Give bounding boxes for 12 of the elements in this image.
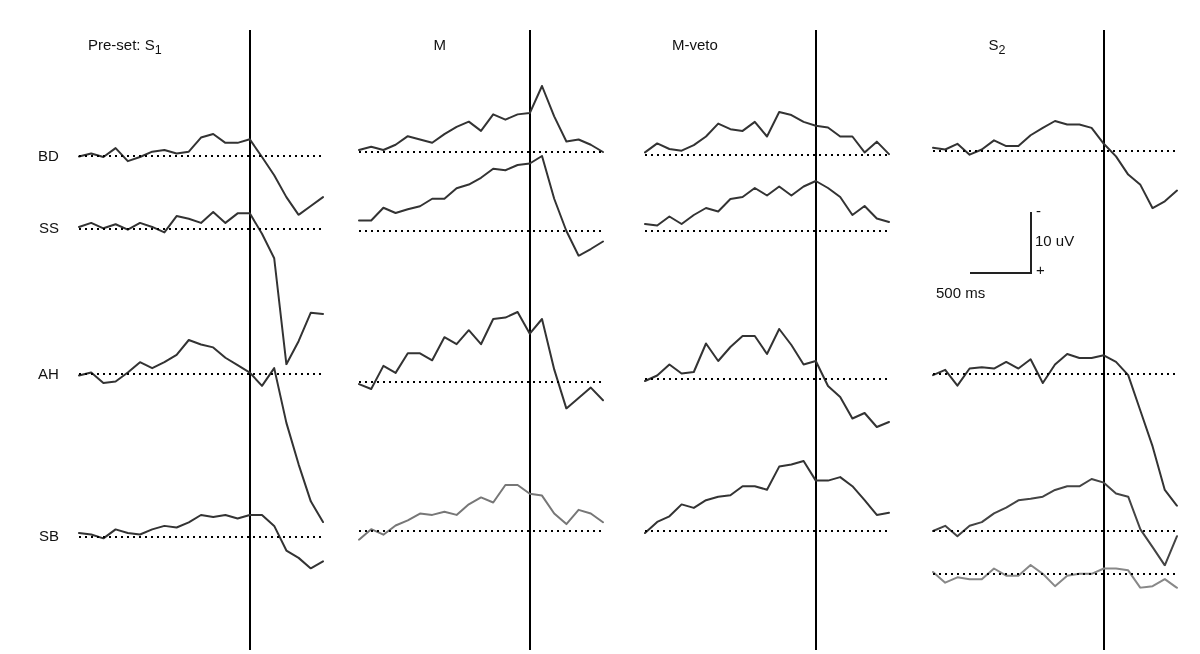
y-axis-title: BD	[38, 147, 59, 164]
y-axis-title: SB	[39, 527, 60, 544]
chart-title: S$_{2}$	[988, 36, 1006, 57]
chart-title: M-veto	[672, 36, 718, 53]
text: 10 uV	[1035, 232, 1075, 249]
text: 500 ms	[936, 284, 986, 301]
chart-title: Pre-set: S$_{1}$	[88, 36, 162, 57]
y-axis-title: SS	[39, 219, 60, 236]
text: +	[1036, 261, 1045, 278]
y-axis-title: AH	[38, 365, 59, 382]
chart-title: M	[433, 36, 446, 53]
annotation: -	[1036, 202, 1041, 219]
